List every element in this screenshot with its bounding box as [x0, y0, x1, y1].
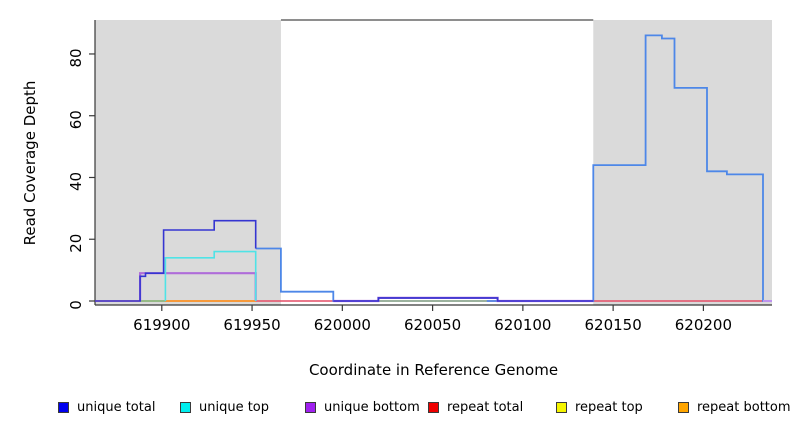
y-tick-label: 20	[67, 234, 85, 253]
right-gray-region	[593, 20, 772, 305]
series-unique-total	[95, 219, 257, 302]
x-tick-label: 620000	[314, 316, 371, 334]
y-tick-label: 0	[67, 300, 85, 310]
x-axis-title: Coordinate in Reference Genome	[308, 361, 559, 379]
x-tick-label: 620050	[404, 316, 461, 334]
x-tick-label: 620150	[584, 316, 641, 334]
series-unique-total-middle	[333, 297, 594, 302]
y-tick-label: 40	[67, 172, 85, 191]
series-unique-top	[164, 250, 257, 301]
y-axis-title: Read Coverage Depth	[21, 80, 39, 246]
y-tick-label: 60	[67, 110, 85, 129]
x-tick-label: 619950	[223, 316, 280, 334]
series-total-coverage	[255, 34, 772, 302]
y-tick-label: 80	[67, 48, 85, 67]
x-tick-label: 619900	[133, 316, 190, 334]
x-tick-label: 620200	[675, 316, 732, 334]
left-gray-region	[95, 20, 281, 305]
x-tick-label: 620100	[494, 316, 551, 334]
